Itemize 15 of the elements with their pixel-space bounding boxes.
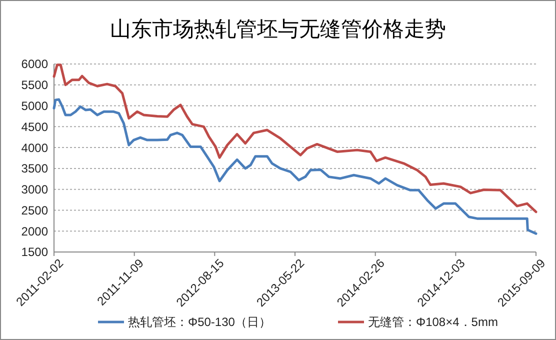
- chart-title: 山东市场热轧管坯与无缝管价格走势: [110, 18, 446, 41]
- y-tick-label: 1500: [21, 245, 48, 260]
- y-tick-label: 4500: [21, 120, 48, 134]
- y-tick-label: 4000: [21, 140, 48, 155]
- y-tick-label: 5000: [21, 98, 48, 113]
- line-series: [52, 64, 538, 214]
- y-tick-label: 6000: [21, 57, 48, 72]
- y-tick-label: 3500: [21, 162, 48, 176]
- legend-label: 无缝管：Φ108×4．5mm: [368, 315, 498, 330]
- legend-label: 热轧管坯：Φ50-130（日）: [128, 315, 271, 330]
- y-tick-label: 3000: [21, 182, 48, 197]
- y-tick-label: 5500: [21, 78, 48, 92]
- y-tick-label: 2500: [21, 203, 48, 218]
- line-series: [52, 98, 538, 235]
- y-tick-label: 2000: [21, 224, 48, 238]
